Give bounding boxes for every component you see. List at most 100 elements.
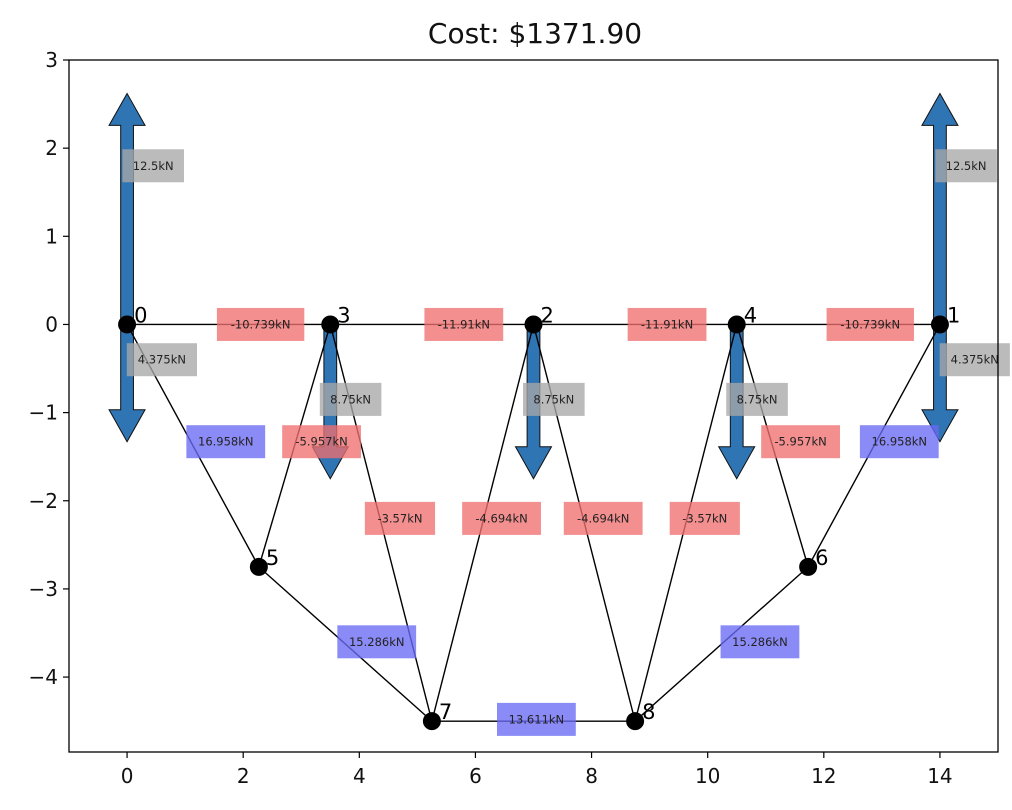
truss-nodes: 0 1 2 3 4 5 6 7 8	[118, 303, 960, 731]
force-labels: -10.739kN -11.91kN -11.91kN -10.739kN 16.958…	[122, 149, 1010, 736]
force-label-text: -5.957kN	[774, 435, 826, 449]
load-force-label: 4.375kN	[126, 343, 197, 377]
force-label-box	[523, 382, 585, 416]
x-tick-label: 2	[237, 764, 250, 788]
force-label-box	[462, 501, 541, 535]
force-arrows	[108, 92, 959, 480]
node-label: 4	[744, 303, 757, 327]
member-force-label: -11.91kN	[424, 307, 504, 341]
force-label-text: -10.739kN	[840, 317, 900, 331]
load-force-label: 12.5kN	[122, 149, 184, 183]
force-arrow	[921, 323, 959, 443]
force-label-box	[337, 625, 417, 659]
force-label-box	[126, 343, 197, 377]
node-label: 2	[541, 303, 554, 327]
load-force-label: 12.5kN	[935, 149, 997, 183]
force-label-text: -3.57kN	[377, 511, 422, 525]
force-label-text: 12.5kN	[946, 159, 987, 173]
truss-node	[626, 712, 645, 731]
force-arrow	[108, 323, 146, 443]
force-label-text: 8.75kN	[533, 392, 574, 406]
truss-node	[930, 315, 949, 334]
member-force-label: -10.739kN	[826, 307, 914, 341]
member-force-label: 15.286kN	[337, 625, 417, 659]
member-force-label: -5.957kN	[282, 425, 361, 459]
force-label-box	[669, 501, 740, 535]
force-label-box	[497, 702, 576, 736]
force-label-text: 16.958kN	[198, 435, 254, 449]
truss-node	[118, 315, 137, 334]
force-label-text: 15.286kN	[732, 635, 788, 649]
load-force-label: 8.75kN	[523, 382, 585, 416]
force-label-box	[282, 425, 361, 459]
force-label-text: 15.286kN	[349, 635, 405, 649]
truss-node	[422, 712, 441, 731]
node-label: 5	[266, 546, 279, 570]
force-label-box	[627, 307, 707, 341]
load-force-label: 8.75kN	[726, 382, 788, 416]
force-label-text: -4.694kN	[577, 511, 629, 525]
force-label-box	[424, 307, 504, 341]
force-label-box	[319, 382, 382, 416]
force-label-box	[935, 149, 997, 183]
x-tick-label: 6	[469, 764, 482, 788]
force-label-text: 4.375kN	[138, 353, 186, 367]
force-label-text: -4.694kN	[475, 511, 527, 525]
y-tick-label: −2	[29, 489, 58, 513]
truss-node	[799, 557, 818, 576]
force-label-text: -11.91kN	[641, 317, 693, 331]
force-label-text: 13.611kN	[509, 712, 565, 726]
member-force-label: -5.957kN	[761, 425, 840, 459]
member-force-label: -3.57kN	[669, 501, 740, 535]
y-tick-label: 2	[45, 136, 58, 160]
force-label-text: 4.375kN	[951, 353, 999, 367]
chart-title: Cost: $1371.90	[428, 17, 642, 50]
y-tick-label: −1	[29, 401, 58, 425]
y-tick-label: 0	[45, 312, 58, 336]
force-arrow	[921, 92, 959, 325]
x-tick-label: 0	[121, 764, 134, 788]
load-force-label: 8.75kN	[319, 382, 382, 416]
x-tick-label: 14	[927, 764, 952, 788]
member-force-label: -4.694kN	[462, 501, 541, 535]
member-force-label: -3.57kN	[364, 501, 436, 535]
force-label-box	[826, 307, 914, 341]
x-tick-label: 4	[353, 764, 366, 788]
node-label: 7	[439, 700, 452, 724]
force-label-box	[122, 149, 184, 183]
force-label-box	[364, 501, 436, 535]
force-label-text: -11.91kN	[438, 317, 490, 331]
member-force-label: 16.958kN	[859, 425, 939, 459]
x-tick-label: 12	[811, 764, 836, 788]
plot-frame	[68, 59, 999, 753]
y-tick-label: 1	[45, 224, 58, 248]
member-force-label: -10.739kN	[216, 307, 305, 341]
member-force-label: -11.91kN	[627, 307, 707, 341]
force-label-box	[720, 625, 800, 659]
force-label-text: -5.957kN	[295, 435, 347, 449]
load-force-label: 4.375kN	[939, 343, 1010, 377]
force-label-box	[186, 425, 266, 459]
member-force-label: 15.286kN	[720, 625, 800, 659]
member-force-label: -4.694kN	[563, 501, 643, 535]
force-label-text: -10.739kN	[231, 317, 291, 331]
node-label: 3	[337, 303, 350, 327]
force-label-text: -3.57kN	[682, 511, 727, 525]
truss-node	[727, 315, 746, 334]
truss-node	[524, 315, 543, 334]
force-label-box	[859, 425, 939, 459]
member-force-label: 16.958kN	[186, 425, 266, 459]
member-force-label: 13.611kN	[497, 702, 576, 736]
truss-node	[249, 557, 268, 576]
node-label: 1	[947, 303, 960, 327]
force-label-text: 8.75kN	[737, 392, 778, 406]
force-label-text: 8.75kN	[330, 392, 371, 406]
force-label-box	[761, 425, 840, 459]
force-label-box	[726, 382, 788, 416]
y-tick-label: 3	[45, 48, 58, 72]
node-label: 0	[134, 303, 147, 327]
force-label-box	[563, 501, 643, 535]
force-label-box	[216, 307, 305, 341]
